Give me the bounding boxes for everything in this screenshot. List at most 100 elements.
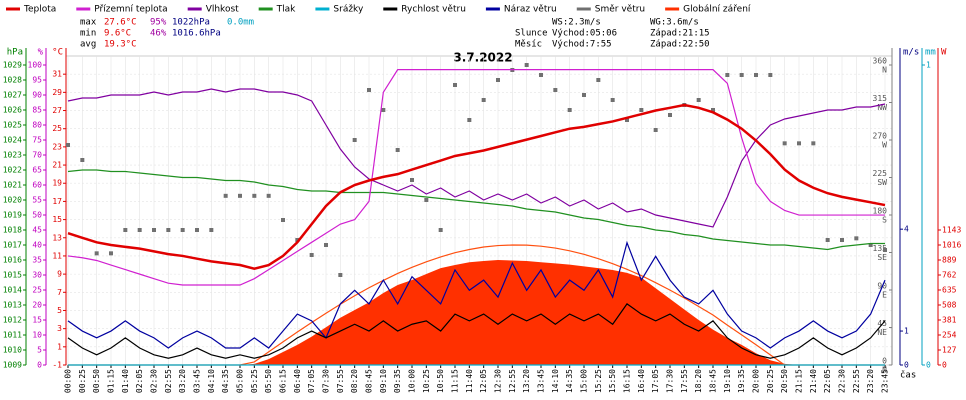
point [797,141,801,146]
point [639,108,644,112]
x-tick-label: 20:00 [752,369,761,393]
y-tick-label: 270 [873,132,888,141]
y-tick-label: 15 [32,316,42,325]
point [854,236,859,241]
y-tick-label: 0 [904,361,909,370]
y-tick-label: 762 [942,270,957,279]
y-tick-label: 1011 [3,331,22,340]
point [295,238,300,242]
y-tick-label: 1015 [3,271,22,280]
point [281,218,285,222]
line [67,69,885,286]
info-text: Východ:05:06 [552,29,617,39]
point [811,141,816,146]
x-tick-label: 07:55 [336,369,345,393]
y-tick-label: 7 [57,288,62,297]
y-tick-label: 1029 [3,61,22,70]
point [395,148,400,152]
x-tick-label: 14:35 [565,369,574,393]
y-tick-label: 1010 [3,346,22,355]
x-tick-label: 10:00 [408,369,417,393]
y-tick-label: 80 [32,121,42,130]
y-tick-label: 315 [873,94,888,103]
y-tick-label: 0 [926,361,931,370]
x-tick-label: 23:45 [881,369,890,393]
y-tick-label: 50 [32,211,42,220]
y-tick-label: 90 [32,91,42,100]
x-tick-label: 21:15 [795,369,804,393]
y-tick-label: 508 [942,300,957,309]
y-tick-direction: SW [877,178,887,187]
point [825,238,830,242]
point [653,128,658,132]
point [152,228,156,232]
x-tick-label: 14:10 [551,369,560,393]
x-tick-label: 01:15 [107,369,116,393]
y-tick-direction: SE [877,253,887,262]
point [180,228,185,232]
y-tick-label: 20 [32,301,42,310]
y-tick-label: 0 [942,361,947,370]
y-tick-direction: N [882,366,887,375]
legend-label: Tlak [276,5,297,15]
y-tick-label: 13 [52,233,62,242]
x-tick-label: 04:10 [207,369,216,393]
x-tick-label: 05:00 [236,369,245,393]
x-tick-label: 03:20 [178,369,187,393]
x-tick-label: 22:05 [823,369,832,393]
stat-text: min [80,29,96,39]
y-tick-direction: W [882,141,887,150]
y-tick-label: 95 [32,76,42,85]
x-tick-label: 16:15 [623,369,632,393]
line [67,88,886,228]
x-tick-label: 02:05 [135,369,144,393]
y-tick-label: 10 [32,331,42,340]
y-tick-label: 225 [873,169,888,178]
y-tick-label: 27 [52,106,62,115]
x-tick-label: 19:10 [723,369,732,393]
x-tick-label: 20:50 [780,369,789,393]
info-text: Východ:7:55 [552,40,612,50]
point [166,228,171,232]
y-tick-label: 1020 [3,196,22,205]
point [596,78,601,82]
x-tick-label: 20:25 [766,369,775,393]
legend-label: Vlhkost [206,5,239,15]
y-tick-label: 100 [28,61,43,70]
point [481,98,486,102]
line [67,240,886,349]
axis-name: W [941,48,947,58]
y-tick-label: 0 [37,361,42,370]
y-tick-label: 31 [52,70,62,79]
x-tick-label: 05:50 [264,369,273,393]
y-tick-label: 889 [942,255,957,264]
y-tick-label: 45 [32,226,42,235]
y-tick-label: 127 [942,345,957,354]
legend-label: Náraz větru [504,5,557,15]
point [467,118,472,122]
axis-name: % [38,48,44,58]
x-tick-label: 15:25 [594,369,603,393]
y-tick-label: 5 [37,346,42,355]
x-tick-label: 17:55 [680,369,689,393]
x-tick-label: 06:15 [279,369,288,393]
x-tick-label: 06:40 [293,369,302,393]
legend-label: Srážky [333,5,364,15]
stat-text: max [80,18,97,28]
y-tick-label: 1018 [3,226,22,235]
line [67,303,886,359]
x-tick-label: 10:50 [436,369,445,393]
point [338,273,343,277]
legend-label: Globální záření [683,5,751,15]
y-tick-label: 1013 [3,301,22,310]
point [868,243,873,247]
y-tick-label: 135 [873,244,888,253]
y-tick-label: 1023 [3,151,22,160]
axis-name: hPa [7,48,23,58]
axis-name: °C [52,48,63,58]
x-tick-label: 15:00 [580,369,589,393]
x-tick-label: 13:45 [537,369,546,393]
point [66,143,70,147]
point [582,93,586,97]
point [137,228,142,232]
